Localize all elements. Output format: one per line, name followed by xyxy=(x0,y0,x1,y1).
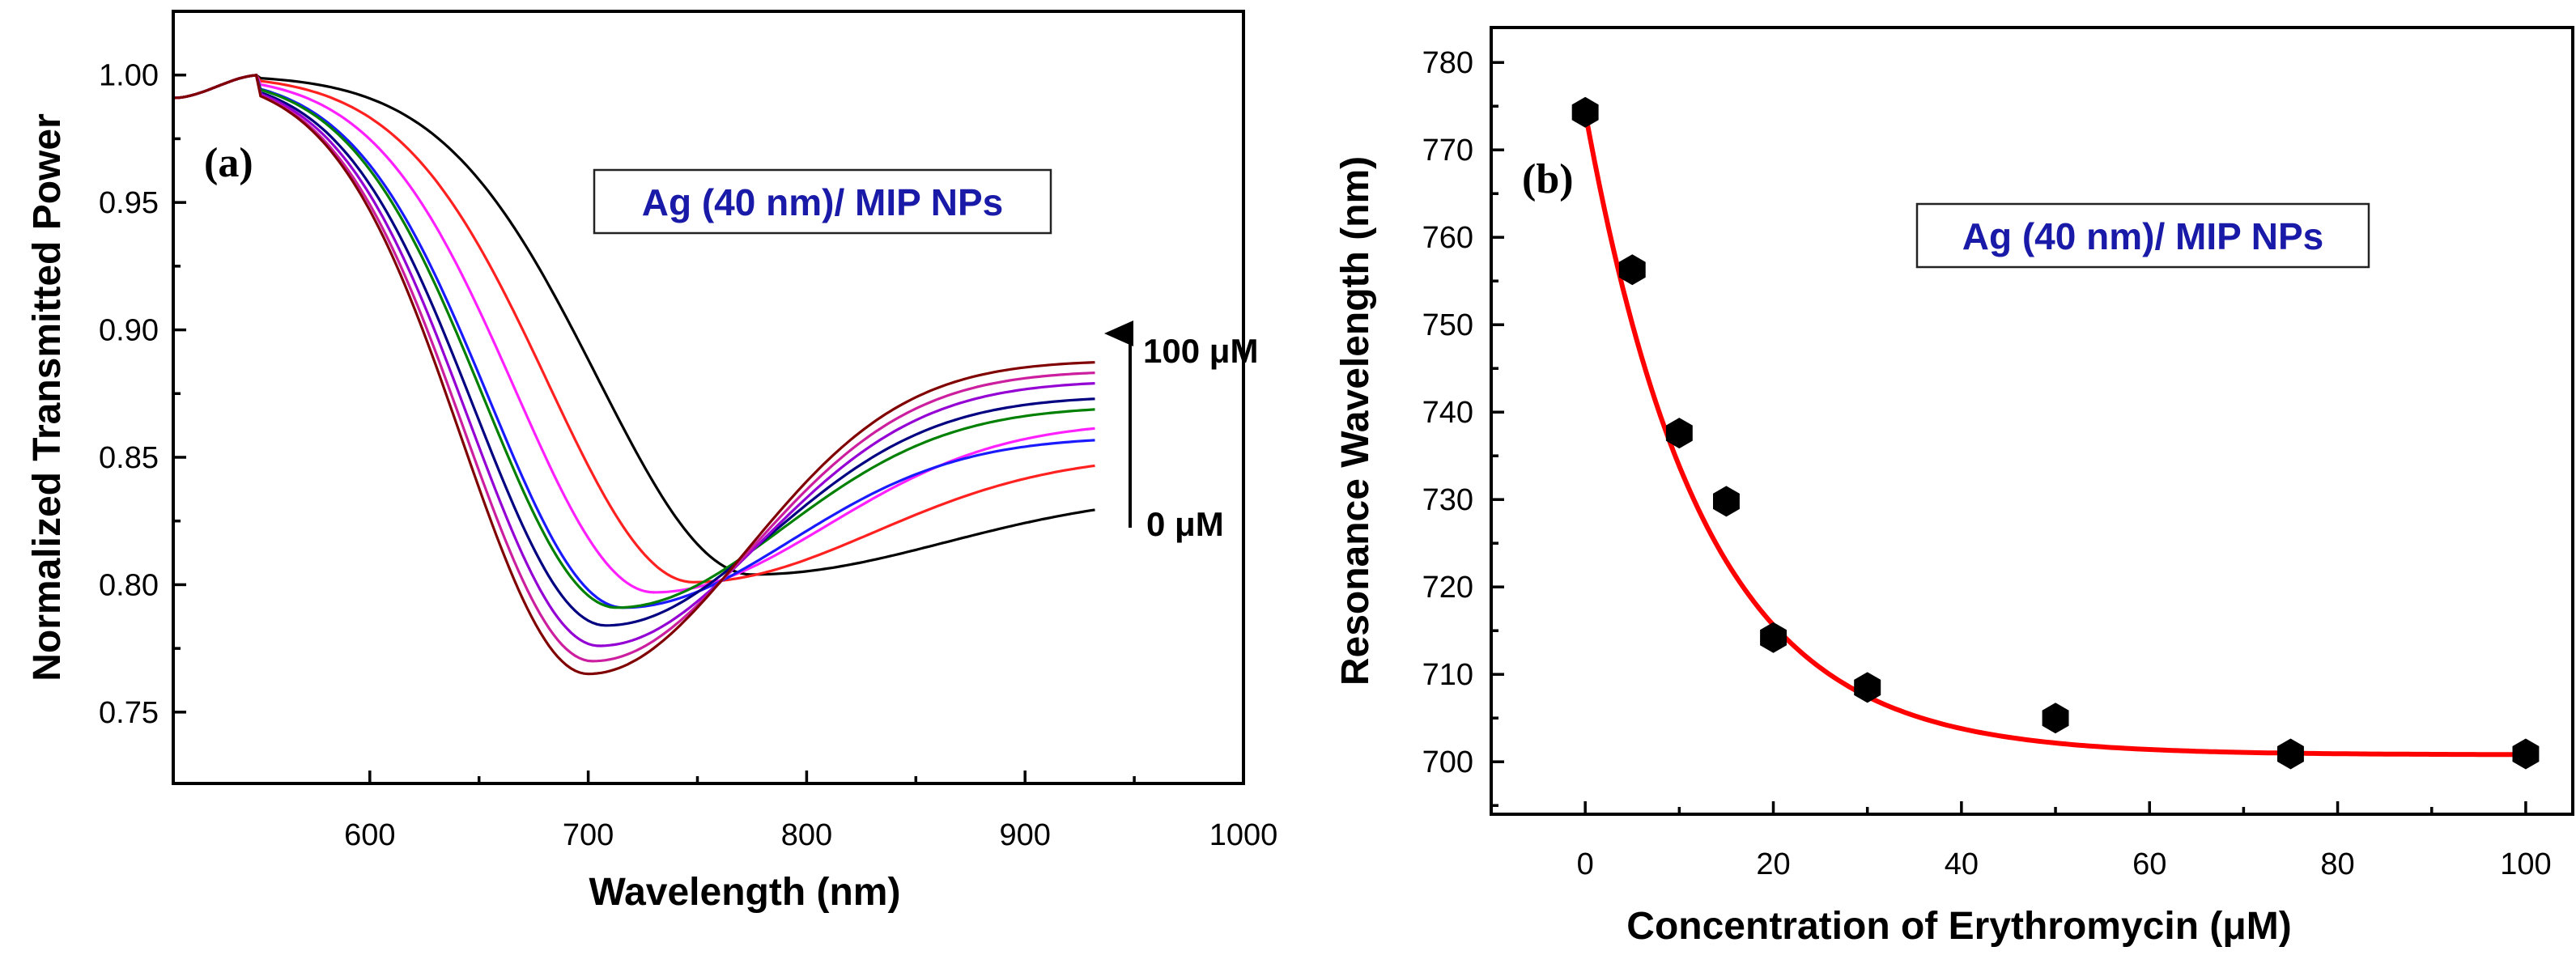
y-tick-label: 710 xyxy=(1422,658,1473,692)
chart-panel-b: 0 20 40 60 80 100 700 710 720 730 740 75… xyxy=(1334,26,2574,948)
y-tick-label: 1.00 xyxy=(99,59,159,93)
data-point xyxy=(2277,738,2304,770)
spectrum-line xyxy=(172,74,1095,609)
x-axis-label: Concentration of Erythromycin (μM) xyxy=(1626,905,2291,948)
y-axis-label: Normalized Transmitted Power xyxy=(26,113,69,681)
spectrum-line xyxy=(172,74,1095,663)
data-point xyxy=(1571,96,1599,128)
data-point xyxy=(2512,738,2540,770)
y-tick-label: 740 xyxy=(1422,396,1473,430)
y-axis-label: Resonance Wavelength (nm) xyxy=(1334,156,1377,686)
y-tick-label: 760 xyxy=(1422,221,1473,255)
panel-label-b: (b) xyxy=(1522,156,1574,202)
y-tick-label: 700 xyxy=(1422,745,1473,779)
x-tick-label: 80 xyxy=(2320,847,2354,881)
legend-label-b: Ag (40 nm)/ MIP NPs xyxy=(1962,215,2323,257)
y-tick-label: 0.80 xyxy=(99,568,159,602)
x-tick-label: 40 xyxy=(1945,847,1979,881)
data-point xyxy=(1618,254,1646,286)
spectrum-line xyxy=(172,74,1095,647)
y-tick-label: 0.90 xyxy=(99,314,159,348)
spectrum-line xyxy=(172,74,1095,627)
y-tick-label: 0.95 xyxy=(99,186,159,220)
data-point xyxy=(1713,486,1740,517)
plot-frame-b xyxy=(1490,26,2574,816)
x-tick-label: 900 xyxy=(1000,818,1051,852)
axis-ticks-b xyxy=(1490,61,2527,814)
x-tick-label: 1000 xyxy=(1209,818,1278,852)
x-tick-label: 100 xyxy=(2500,847,2551,881)
y-tick-label: 720 xyxy=(1422,571,1473,605)
x-tick-label: 60 xyxy=(2132,847,2166,881)
panel-label-a: (a) xyxy=(204,140,253,186)
x-tick-label: 20 xyxy=(1756,847,1790,881)
y-tick-label: 0.85 xyxy=(99,441,159,475)
data-point xyxy=(1760,622,1787,653)
x-tick-label: 700 xyxy=(563,818,614,852)
x-axis-label: Wavelength (nm) xyxy=(589,871,901,914)
data-point xyxy=(1665,418,1693,449)
x-tick-label: 600 xyxy=(344,818,395,852)
y-tick-label: 770 xyxy=(1422,134,1473,168)
spectrum-line xyxy=(172,74,1095,584)
y-tick-label: 0.75 xyxy=(99,696,159,730)
plot-frame-a xyxy=(172,10,1245,785)
spectrum-line xyxy=(172,74,1095,594)
legend-box-b: Ag (40 nm)/ MIP NPs xyxy=(1915,202,2370,269)
arrow-label-top: 100 μM xyxy=(1143,332,1258,370)
y-tick-label: 780 xyxy=(1422,46,1473,80)
arrow-label-bottom: 0 μM xyxy=(1146,505,1224,543)
y-tick-label: 750 xyxy=(1422,308,1473,342)
y-tick-label: 730 xyxy=(1422,483,1473,517)
data-point xyxy=(2042,703,2069,734)
legend-box-a: Ag (40 nm)/ MIP NPs xyxy=(593,168,1052,235)
spectra-lines xyxy=(172,74,1095,676)
data-points xyxy=(1571,96,2540,770)
fit-curve xyxy=(1583,112,2526,758)
x-tick-label: 800 xyxy=(781,818,832,852)
spectrum-line xyxy=(172,74,1095,609)
spectrum-line xyxy=(172,74,1095,576)
data-point xyxy=(1854,672,1881,703)
legend-label-a: Ag (40 nm)/ MIP NPs xyxy=(642,181,1003,223)
x-tick-label: 0 xyxy=(1577,847,1594,881)
chart-panel-a: 600 700 800 900 1000 0.75 0.80 0.85 0.90… xyxy=(26,10,1278,914)
spectrum-line xyxy=(172,74,1095,676)
